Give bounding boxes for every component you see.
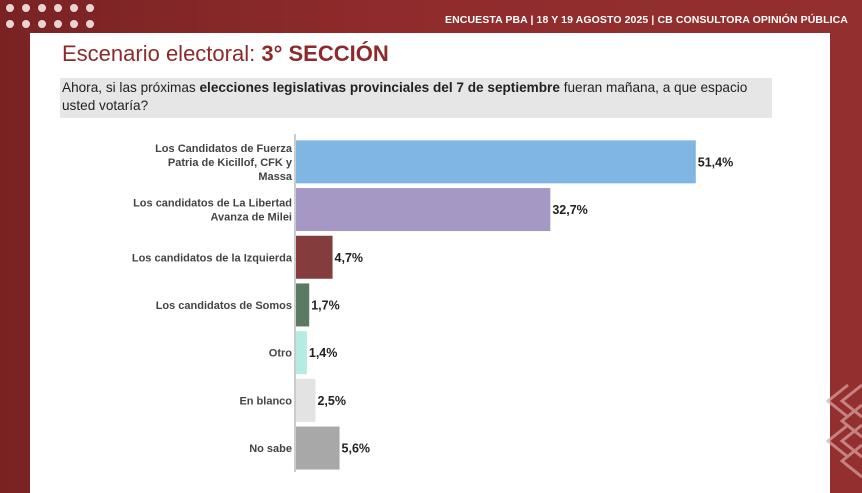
- survey-question: Ahora, si las próximas elecciones legisl…: [60, 78, 772, 118]
- bar: [296, 426, 340, 470]
- decorative-dots: [6, 4, 106, 34]
- data-label: 32,7%: [552, 203, 587, 217]
- slide-title: Escenario electoral: 3° SECCIÓN: [62, 41, 389, 67]
- question-text-1: Ahora, si las próximas: [62, 80, 200, 95]
- survey-banner: ENCUESTA PBA | 18 Y 19 AGOSTO 2025 | CB …: [444, 14, 848, 26]
- question-text-2: fueran mañana, a que espacio usted votar…: [62, 80, 748, 113]
- data-label: 2,5%: [317, 394, 346, 408]
- category-label: Los candidatos de Somos: [156, 300, 292, 312]
- bar: [296, 140, 696, 184]
- slide-panel: Escenario electoral: 3° SECCIÓN Ahora, s…: [30, 33, 830, 493]
- category-label: Los Candidatos de Fuerza Patria de Kicill…: [155, 143, 293, 183]
- data-label: 1,7%: [311, 298, 340, 312]
- data-label: 5,6%: [342, 442, 371, 456]
- data-label: 4,7%: [335, 251, 364, 265]
- title-prefix: Escenario electoral:: [62, 41, 262, 66]
- category-label: Los candidatos de la Izquierda: [132, 252, 293, 264]
- category-label: Otro: [269, 348, 293, 360]
- category-label: No sabe: [249, 443, 292, 455]
- bar: [296, 283, 310, 327]
- bar: [296, 331, 307, 375]
- decorative-chevrons: [825, 383, 862, 479]
- bar-chart: 51,4% Los Candidatos de Fuerza Patria de K…: [132, 134, 733, 472]
- bar: [296, 188, 551, 232]
- bar: [296, 235, 333, 279]
- data-label: 51,4%: [698, 155, 733, 169]
- title-accent: 3° SECCIÓN: [261, 41, 389, 66]
- data-label: 1,4%: [309, 346, 338, 360]
- question-text-bold: elecciones legislativas provinciales del…: [199, 80, 560, 95]
- bar: [296, 378, 316, 422]
- category-label: En blanco: [239, 395, 292, 407]
- category-label: Los candidatos de La Libertad Avanza de M…: [133, 198, 292, 224]
